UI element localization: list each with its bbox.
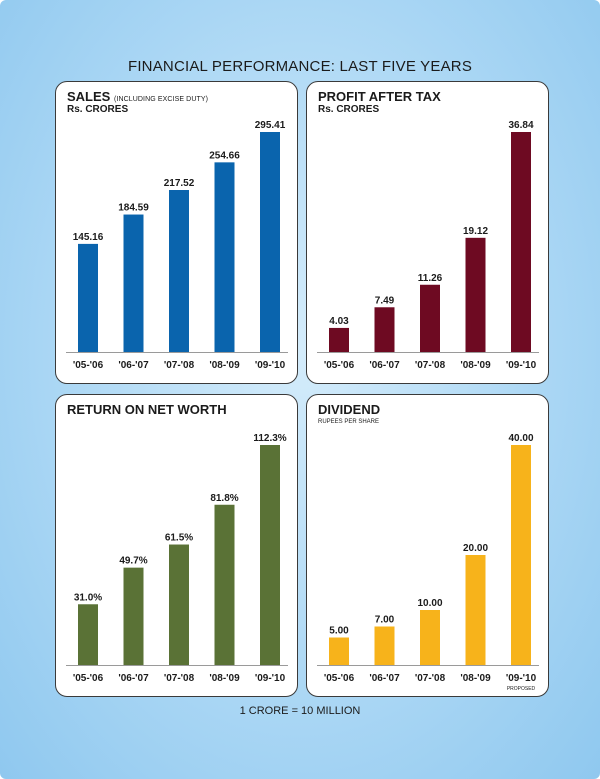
profit-title-text: PROFIT AFTER TAX <box>318 89 441 104</box>
ronw-chart-title: RETURN ON NET WORTH <box>67 402 227 417</box>
dividend-bar-3 <box>420 610 440 665</box>
sales-value-label-5: 295.41 <box>255 120 286 131</box>
ronw-value-label-2: 49.7% <box>119 556 147 567</box>
profit-value-label-1: 4.03 <box>329 316 349 327</box>
sales-category-label-1: '05-'06 <box>73 360 104 371</box>
sales-bar-chart: 145.16 '05-'06 184.59 '06-'07 217.52 '07-'08 2… <box>66 120 288 371</box>
dividend-bar-chart: 5.00 '05-'06 7.00 '06-'07 10.00 '07-'08 20.00 '… <box>317 433 539 692</box>
sales-title-note: (INCLUDING EXCISE DUTY) <box>113 96 209 103</box>
profit-value-label-2: 7.49 <box>375 295 395 306</box>
profit-category-label-4: '08-'09 <box>460 360 491 371</box>
profit-value-label-5: 36.84 <box>508 120 533 131</box>
ronw-chart-panel: RETURN ON NET WORTH 31.0% '05-'06 49.7% '06… <box>55 394 298 697</box>
ronw-category-label-4: '08-'09 <box>209 673 240 684</box>
dividend-category-label-1: '05-'06 <box>324 673 355 684</box>
sales-chart-unit: Rs. CRORES <box>67 104 129 115</box>
sales-bar-3 <box>169 190 189 352</box>
dividend-value-label-1: 5.00 <box>329 626 349 637</box>
profit-bar-chart: 4.03 '05-'06 7.49 '06-'07 11.26 '07-'08 19.12 '… <box>317 120 539 371</box>
ronw-title-text: RETURN ON NET WORTH <box>67 402 227 417</box>
crore-footnote: 1 CRORE = 10 MILLION <box>239 705 361 717</box>
ronw-category-label-1: '05-'06 <box>73 673 104 684</box>
sales-bar-2 <box>123 214 144 352</box>
dividend-category-label-4: '08-'09 <box>460 673 491 684</box>
ronw-value-label-4: 81.8% <box>210 493 238 504</box>
profit-chart-panel: PROFIT AFTER TAX Rs. CRORES 4.03 '05-'06 7… <box>306 81 549 384</box>
sales-category-label-4: '08-'09 <box>209 360 240 371</box>
sales-bar-5 <box>260 132 280 352</box>
dividend-value-label-5: 40.00 <box>508 433 533 444</box>
dividend-category-note-5: PROPOSED <box>507 686 536 692</box>
dividend-value-label-3: 10.00 <box>417 598 442 609</box>
sales-category-label-3: '07-'08 <box>164 360 195 371</box>
sales-category-label-2: '06-'07 <box>118 360 149 371</box>
sales-title-text: SALES <box>67 89 111 104</box>
profit-bar-2 <box>374 307 395 352</box>
dividend-chart-panel: DIVIDEND RUPEES PER SHARE 5.00 '05-'06 7.0… <box>306 394 549 697</box>
ronw-bar-5 <box>260 445 280 665</box>
sales-value-label-2: 184.59 <box>118 203 149 214</box>
ronw-category-label-3: '07-'08 <box>164 673 195 684</box>
ronw-value-label-5: 112.3% <box>253 433 286 444</box>
sales-chart-panel: SALES (INCLUDING EXCISE DUTY) Rs. CRORES… <box>55 81 298 384</box>
sales-category-label-5: '09-'10 <box>255 360 286 371</box>
profit-bar-5 <box>511 132 531 352</box>
sales-bar-4 <box>214 162 235 352</box>
sales-chart-title: SALES (INCLUDING EXCISE DUTY) <box>67 89 208 104</box>
ronw-bar-4 <box>214 504 235 665</box>
profit-bar-3 <box>420 284 440 352</box>
profit-category-label-3: '07-'08 <box>415 360 446 371</box>
dividend-title-text: DIVIDEND <box>318 402 381 417</box>
ronw-bar-2 <box>123 567 144 665</box>
ronw-category-label-5: '09-'10 <box>255 673 286 684</box>
profit-value-label-4: 19.12 <box>463 226 488 237</box>
dividend-bar-5 <box>511 445 531 665</box>
page-title: FINANCIAL PERFORMANCE: LAST FIVE YEARS <box>127 58 473 75</box>
sales-bar-1 <box>78 243 98 352</box>
dividend-chart-unit: RUPEES PER SHARE <box>318 419 380 425</box>
ronw-bar-3 <box>169 544 189 665</box>
profit-category-label-5: '09-'10 <box>506 360 537 371</box>
sales-value-label-4: 254.66 <box>209 150 240 161</box>
ronw-bar-1 <box>78 604 98 665</box>
sales-value-label-1: 145.16 <box>73 232 104 243</box>
ronw-category-label-2: '06-'07 <box>118 673 149 684</box>
profit-category-label-1: '05-'06 <box>324 360 355 371</box>
dividend-category-label-5: '09-'10 <box>506 673 537 684</box>
profit-chart-title: PROFIT AFTER TAX <box>318 89 441 104</box>
dividend-bar-4 <box>465 555 486 665</box>
profit-chart-unit: Rs. CRORES <box>318 104 380 115</box>
dividend-bar-1 <box>329 637 349 665</box>
ronw-value-label-3: 61.5% <box>165 533 193 544</box>
profit-bar-1 <box>329 327 349 352</box>
profit-value-label-3: 11.26 <box>418 273 443 284</box>
dividend-bar-2 <box>374 626 395 665</box>
dividend-value-label-2: 7.00 <box>375 615 395 626</box>
dividend-value-label-4: 20.00 <box>463 543 488 554</box>
profit-bar-4 <box>465 237 486 352</box>
profit-category-label-2: '06-'07 <box>369 360 400 371</box>
ronw-value-label-1: 31.0% <box>74 592 102 603</box>
dividend-category-label-2: '06-'07 <box>369 673 400 684</box>
dividend-chart-title: DIVIDEND <box>318 402 380 417</box>
ronw-bar-chart: 31.0% '05-'06 49.7% '06-'07 61.5% '07-'08 81.8… <box>66 433 288 684</box>
dividend-category-label-3: '07-'08 <box>415 673 446 684</box>
sales-value-label-3: 217.52 <box>164 178 195 189</box>
